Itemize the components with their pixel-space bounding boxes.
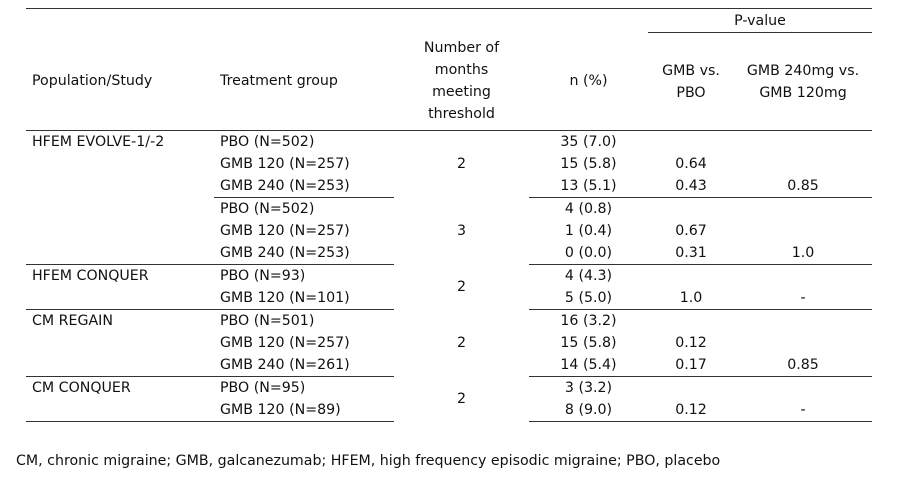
treatment-header: Treatment group bbox=[214, 32, 394, 131]
n-cell: 15 (5.8) bbox=[560, 335, 617, 351]
population-cell bbox=[26, 354, 214, 377]
p-120-cell bbox=[734, 153, 872, 175]
p-pbo-cell: 0.67 bbox=[675, 223, 707, 239]
population-cell bbox=[26, 287, 214, 310]
treatment-cell: GMB 120 (N=257) bbox=[220, 156, 350, 172]
p-pbo-cell bbox=[648, 131, 734, 154]
pvalue-group-header: P-value bbox=[648, 8, 873, 33]
n-cell: 3 (3.2) bbox=[564, 380, 613, 396]
n-cell: 4 (4.3) bbox=[564, 268, 613, 284]
results-table: P-value Population/Study Treatment group… bbox=[26, 8, 873, 422]
p-120-cell: - bbox=[734, 399, 873, 422]
results-table-container: P-value Population/Study Treatment group… bbox=[26, 8, 873, 422]
treatment-cell: GMB 120 (N=101) bbox=[214, 287, 394, 310]
table-row: HFEM EVOLVE-1/-2 PBO (N=502) 2 35 (7.0) bbox=[26, 131, 872, 172]
treatment-cell: PBO (N=93) bbox=[220, 268, 306, 284]
table-row: PBO (N=502) 3 4 (0.8) bbox=[26, 198, 872, 239]
n-cell: 4 (0.8) bbox=[564, 201, 613, 217]
p-120-cell: - bbox=[734, 287, 873, 310]
population-cell: CM REGAIN bbox=[32, 313, 113, 329]
p-pbo-cell: 0.17 bbox=[648, 354, 734, 377]
months-header: Number of months meeting threshold bbox=[394, 32, 529, 131]
p-pbo-cell bbox=[648, 198, 734, 221]
table-row: GMB 120 (N=89) 8 (9.0) 0.12 - bbox=[26, 399, 873, 422]
population-cell bbox=[26, 198, 214, 221]
p-pbo-cell: 1.0 bbox=[648, 287, 734, 310]
treatment-cell: GMB 120 (N=257) bbox=[220, 223, 350, 239]
months-cell: 2 bbox=[456, 279, 467, 295]
p-pbo-cell: 0.64 bbox=[675, 156, 707, 172]
population-cell bbox=[26, 153, 214, 175]
population-cell: HFEM EVOLVE-1/-2 bbox=[32, 134, 165, 150]
population-cell bbox=[26, 399, 214, 422]
table-row: GMB 120 (N=257) 15 (5.8) 0.12 bbox=[26, 332, 872, 354]
n-cell: 16 (3.2) bbox=[560, 313, 617, 329]
table-row: CM REGAIN PBO (N=501) 2 16 (3.2) bbox=[26, 310, 872, 351]
p-120-cell bbox=[734, 220, 872, 242]
months-cell: 3 bbox=[456, 223, 467, 239]
n-cell: 15 (5.8) bbox=[560, 156, 617, 172]
treatment-cell: GMB 240 (N=253) bbox=[214, 242, 394, 265]
treatment-cell: GMB 120 (N=257) bbox=[220, 335, 350, 351]
months-cell: 2 bbox=[456, 391, 467, 407]
months-cell: 2 bbox=[456, 335, 467, 351]
treatment-cell: PBO (N=95) bbox=[220, 380, 306, 396]
population-cell: CM CONQUER bbox=[32, 380, 131, 396]
p-120-cell: 0.85 bbox=[734, 354, 873, 377]
p-pbo-cell bbox=[648, 265, 734, 288]
population-cell bbox=[26, 220, 214, 242]
column-header-row: Population/Study Treatment group Number … bbox=[26, 32, 873, 131]
n-cell: 8 (9.0) bbox=[529, 399, 648, 422]
n-cell: 0 (0.0) bbox=[529, 242, 648, 265]
n-cell: 35 (7.0) bbox=[560, 134, 617, 150]
population-cell bbox=[26, 242, 214, 265]
p-pbo-cell: 0.43 bbox=[648, 175, 734, 198]
population-cell: HFEM CONQUER bbox=[32, 268, 149, 284]
pvalue-header-row: P-value bbox=[26, 8, 873, 33]
table-row: GMB 240 (N=253) 13 (5.1) 0.43 0.85 bbox=[26, 175, 873, 198]
vs-pbo-header: GMB vs. PBO bbox=[648, 32, 734, 131]
n-cell: 13 (5.1) bbox=[529, 175, 648, 198]
p-120-cell bbox=[734, 131, 872, 154]
n-cell: 14 (5.4) bbox=[529, 354, 648, 377]
p-120-cell: 0.85 bbox=[734, 175, 873, 198]
treatment-cell: PBO (N=502) bbox=[220, 201, 315, 217]
n-cell: 1 (0.4) bbox=[564, 223, 613, 239]
months-cell: 2 bbox=[456, 156, 467, 173]
treatment-cell: PBO (N=501) bbox=[220, 313, 315, 329]
p-pbo-cell bbox=[648, 310, 734, 333]
p-pbo-cell: 0.12 bbox=[675, 335, 707, 351]
table-row: HFEM CONQUER PBO (N=93) 2 4 (4.3) bbox=[26, 265, 872, 295]
p-120-cell: 1.0 bbox=[734, 242, 873, 265]
p-120-cell bbox=[734, 265, 872, 288]
p-pbo-cell: 0.12 bbox=[648, 399, 734, 422]
p-120-cell bbox=[734, 332, 872, 354]
p-pbo-cell: 0.31 bbox=[648, 242, 734, 265]
treatment-cell: GMB 240 (N=261) bbox=[214, 354, 394, 377]
p-pbo-cell bbox=[648, 377, 734, 400]
population-cell bbox=[26, 332, 214, 354]
population-cell bbox=[26, 175, 214, 198]
p-120-cell bbox=[734, 377, 872, 400]
n-percent-header: n (%) bbox=[529, 32, 648, 131]
vs-120-header: GMB 240mg vs. GMB 120mg bbox=[734, 32, 873, 131]
table-row: GMB 240 (N=253) 0 (0.0) 0.31 1.0 bbox=[26, 242, 873, 265]
table-row: GMB 120 (N=257) 1 (0.4) 0.67 bbox=[26, 220, 872, 242]
treatment-cell: GMB 240 (N=253) bbox=[214, 175, 394, 198]
table-row: CM CONQUER PBO (N=95) 2 3 (3.2) bbox=[26, 377, 872, 407]
treatment-cell: PBO (N=502) bbox=[220, 134, 315, 150]
treatment-cell: GMB 120 (N=89) bbox=[214, 399, 394, 422]
n-cell: 5 (5.0) bbox=[529, 287, 648, 310]
table-footnote: CM, chronic migraine; GMB, galcanezumab;… bbox=[16, 453, 721, 469]
table-row: GMB 120 (N=257) 15 (5.8) 0.64 bbox=[26, 153, 872, 175]
table-row: GMB 240 (N=261) 14 (5.4) 0.17 0.85 bbox=[26, 354, 873, 377]
p-120-cell bbox=[734, 310, 872, 333]
table-row: GMB 120 (N=101) 5 (5.0) 1.0 - bbox=[26, 287, 873, 310]
population-header: Population/Study bbox=[26, 32, 214, 131]
p-120-cell bbox=[734, 198, 872, 221]
